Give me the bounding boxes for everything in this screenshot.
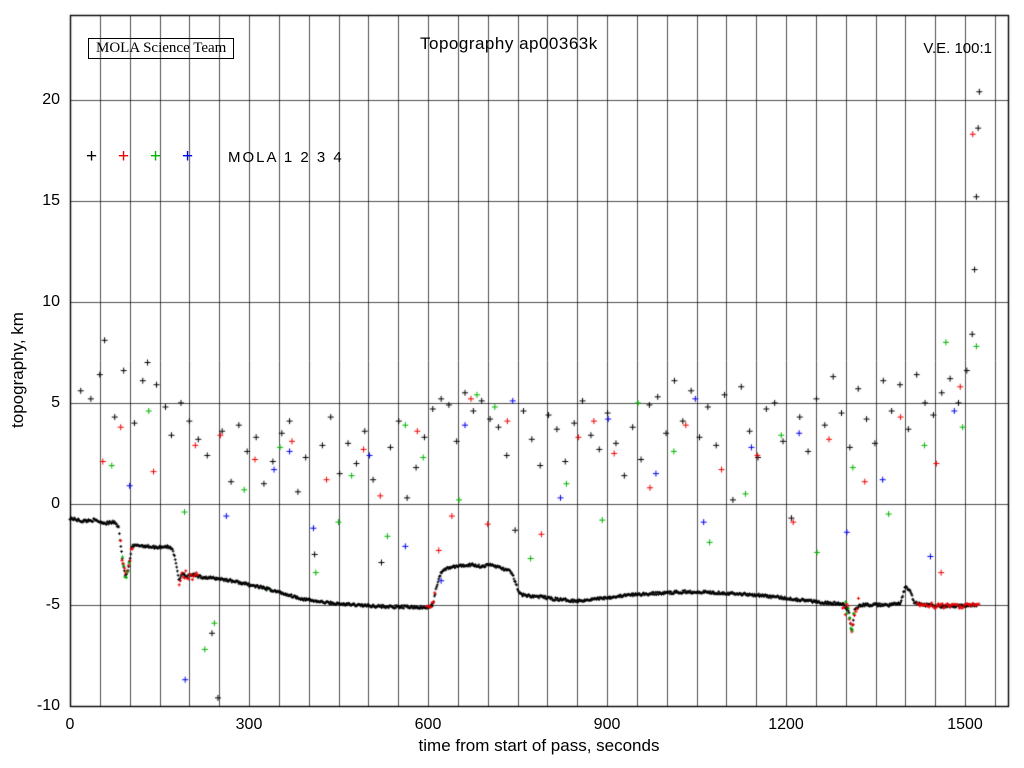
y-tick-label: 15 (42, 191, 60, 209)
legend-label: MOLA 1 2 3 4 (228, 148, 344, 166)
vertical-exaggeration-label: V.E. 100:1 (923, 40, 992, 57)
legend-marker-mola2-plus-icon: + (118, 146, 130, 167)
x-tick-label: 300 (235, 716, 263, 733)
credit-box-label: MOLA Science Team (88, 38, 235, 59)
y-tick-label: 0 (51, 494, 60, 512)
legend: + + + + MOLA 1 2 3 4 (86, 146, 344, 168)
x-tick-label: 1200 (768, 716, 804, 733)
y-tick-label: -10 (36, 697, 60, 714)
x-tick-label: 1500 (947, 716, 983, 733)
x-axis-title: time from start of pass, seconds (418, 736, 660, 755)
x-tick-label: 900 (593, 716, 621, 733)
legend-marker-mola1-plus-icon: + (86, 146, 98, 167)
y-tick-label: 10 (42, 292, 60, 310)
y-axis-title: topography, km (8, 312, 27, 428)
legend-marker-mola3-plus-icon: + (150, 146, 162, 167)
x-tick-label: 0 (65, 716, 75, 733)
legend-marker-mola4-plus-icon: + (182, 146, 194, 167)
y-tick-label: 5 (51, 393, 60, 411)
y-tick-label: -5 (45, 595, 60, 613)
x-tick-label: 600 (414, 716, 442, 733)
y-tick-label: 20 (42, 90, 60, 108)
chart-title: Topography ap00363k (420, 34, 598, 53)
